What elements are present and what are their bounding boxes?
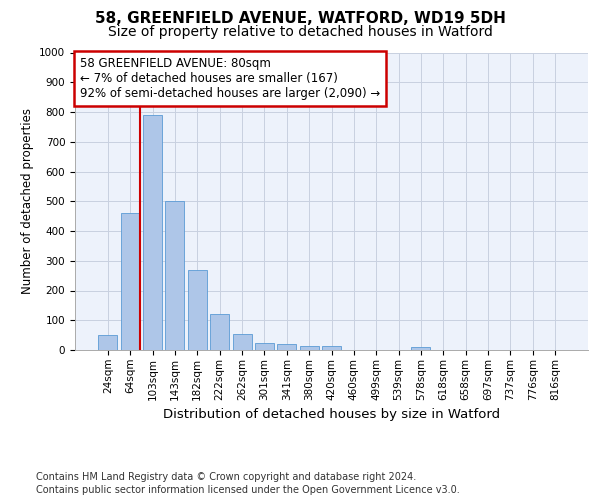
Bar: [166, 201, 184, 350]
Bar: [277, 344, 296, 350]
Bar: [188, 270, 207, 350]
Bar: [210, 314, 229, 350]
Text: Contains public sector information licensed under the Open Government Licence v3: Contains public sector information licen…: [36, 485, 460, 495]
Bar: [412, 346, 430, 350]
Bar: [233, 334, 251, 350]
Bar: [98, 335, 118, 350]
Bar: [121, 213, 140, 350]
Bar: [322, 346, 341, 350]
X-axis label: Distribution of detached houses by size in Watford: Distribution of detached houses by size …: [163, 408, 500, 421]
Bar: [299, 346, 319, 350]
Text: 58, GREENFIELD AVENUE, WATFORD, WD19 5DH: 58, GREENFIELD AVENUE, WATFORD, WD19 5DH: [95, 11, 505, 26]
Text: Contains HM Land Registry data © Crown copyright and database right 2024.: Contains HM Land Registry data © Crown c…: [36, 472, 416, 482]
Text: 58 GREENFIELD AVENUE: 80sqm
← 7% of detached houses are smaller (167)
92% of sem: 58 GREENFIELD AVENUE: 80sqm ← 7% of deta…: [80, 57, 380, 100]
Y-axis label: Number of detached properties: Number of detached properties: [20, 108, 34, 294]
Bar: [143, 115, 162, 350]
Text: Size of property relative to detached houses in Watford: Size of property relative to detached ho…: [107, 25, 493, 39]
Bar: [255, 344, 274, 350]
